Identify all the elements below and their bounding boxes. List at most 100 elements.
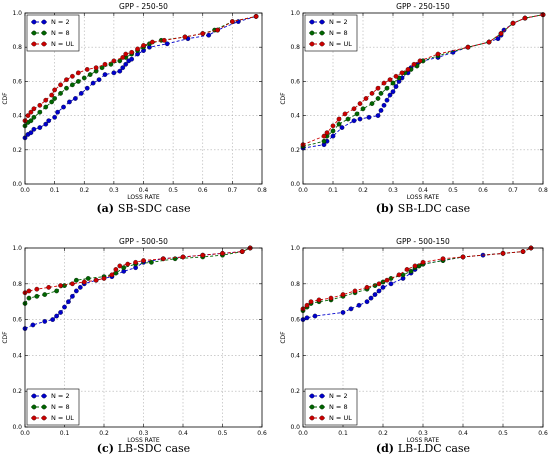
data-point bbox=[37, 102, 43, 108]
data-point bbox=[351, 118, 357, 124]
y-axis-label: CDF bbox=[2, 92, 9, 105]
legend-marker bbox=[41, 19, 47, 25]
data-point bbox=[351, 106, 357, 112]
data-point bbox=[396, 272, 402, 278]
data-point bbox=[46, 285, 52, 290]
data-point bbox=[120, 55, 126, 60]
x-tick-label: 0.0 bbox=[298, 430, 308, 437]
data-point bbox=[96, 77, 102, 83]
chart-panel-2: 0.0 0.1 0.2 0.3 0.4 0.5 0.6 0.7 0.8 0.0 0.2 0.4 0.6 0… bbox=[280, 2, 548, 215]
data-point bbox=[160, 256, 166, 262]
data-point bbox=[460, 254, 466, 260]
data-point bbox=[339, 125, 345, 130]
data-point bbox=[52, 87, 57, 93]
data-point bbox=[381, 102, 387, 108]
x-axis-label: LOSS RATE bbox=[407, 437, 440, 444]
legend-marker bbox=[41, 41, 47, 47]
y-tick-label: 0.6 bbox=[290, 317, 300, 324]
data-point bbox=[450, 49, 456, 55]
data-point bbox=[54, 313, 59, 319]
data-point bbox=[304, 315, 310, 321]
data-point bbox=[340, 292, 346, 297]
data-point bbox=[330, 128, 336, 134]
x-tick-label: 0.4 bbox=[418, 187, 428, 194]
data-point bbox=[375, 96, 381, 101]
data-point bbox=[364, 299, 370, 305]
data-point bbox=[312, 313, 318, 319]
data-point bbox=[440, 256, 446, 262]
data-point bbox=[388, 276, 394, 281]
data-point bbox=[500, 251, 506, 256]
legend-marker bbox=[41, 393, 47, 399]
legend-marker bbox=[309, 30, 315, 36]
x-tick-label: 0.1 bbox=[50, 187, 60, 194]
y-tick-label: 0.8 bbox=[290, 281, 300, 288]
legend-marker bbox=[31, 30, 37, 36]
data-point bbox=[43, 97, 49, 103]
chart-title: GPP - 500-150 bbox=[396, 237, 450, 246]
x-tick-label: 0.0 bbox=[20, 430, 30, 437]
legend-label: N = 8 bbox=[329, 403, 348, 411]
legend-marker bbox=[309, 19, 315, 25]
data-point bbox=[81, 75, 87, 81]
data-point bbox=[376, 281, 382, 287]
y-tick-label: 0.6 bbox=[12, 78, 22, 85]
data-point bbox=[74, 288, 79, 294]
data-point bbox=[61, 104, 66, 110]
data-point bbox=[58, 82, 63, 88]
data-point bbox=[348, 306, 354, 312]
data-point bbox=[93, 65, 99, 71]
legend-label: N = 2 bbox=[329, 18, 348, 26]
data-point bbox=[62, 283, 67, 288]
legend-marker bbox=[319, 30, 325, 36]
data-point bbox=[111, 70, 117, 76]
series-line-n=ul bbox=[24, 15, 257, 121]
data-point bbox=[25, 113, 31, 118]
data-point bbox=[200, 252, 206, 258]
data-point bbox=[352, 288, 358, 294]
panel-caption: (d) LB-LDC case bbox=[376, 442, 470, 455]
data-point bbox=[390, 80, 396, 86]
legend-marker bbox=[309, 415, 315, 421]
x-tick-label: 0.1 bbox=[328, 187, 338, 194]
data-point bbox=[28, 109, 34, 115]
legend-marker bbox=[319, 19, 325, 25]
data-point bbox=[230, 19, 235, 24]
data-point bbox=[321, 138, 327, 144]
data-point bbox=[161, 38, 167, 43]
data-point bbox=[387, 92, 393, 98]
data-point bbox=[58, 91, 63, 96]
y-tick-label: 0.8 bbox=[290, 44, 300, 51]
data-point bbox=[342, 111, 348, 117]
data-point bbox=[180, 254, 186, 260]
data-point bbox=[43, 104, 49, 110]
data-point bbox=[369, 101, 375, 106]
data-point bbox=[239, 249, 245, 254]
data-point bbox=[87, 72, 93, 77]
data-point bbox=[125, 261, 131, 267]
data-point bbox=[52, 114, 57, 120]
data-point bbox=[58, 310, 63, 315]
panel-caption: (a) SB-SDC case bbox=[96, 202, 190, 215]
data-point bbox=[375, 85, 381, 91]
legend-label: N = 2 bbox=[51, 392, 70, 400]
legend-marker bbox=[319, 41, 325, 47]
y-tick-label: 0.6 bbox=[12, 317, 22, 324]
data-point bbox=[404, 267, 410, 272]
data-point bbox=[102, 61, 108, 67]
data-point bbox=[390, 89, 396, 95]
data-point bbox=[378, 91, 384, 96]
data-point bbox=[81, 279, 87, 285]
data-point bbox=[520, 249, 526, 254]
y-tick-label: 0.8 bbox=[12, 281, 22, 288]
data-point bbox=[215, 27, 220, 33]
data-point bbox=[399, 70, 405, 76]
data-point bbox=[26, 288, 32, 294]
x-tick-label: 0.2 bbox=[79, 187, 89, 194]
data-point bbox=[384, 85, 390, 91]
data-point bbox=[364, 285, 370, 290]
data-point bbox=[253, 14, 259, 19]
chart-title: GPP - 250-50 bbox=[119, 2, 168, 11]
data-point bbox=[357, 116, 363, 122]
data-point bbox=[85, 276, 91, 281]
